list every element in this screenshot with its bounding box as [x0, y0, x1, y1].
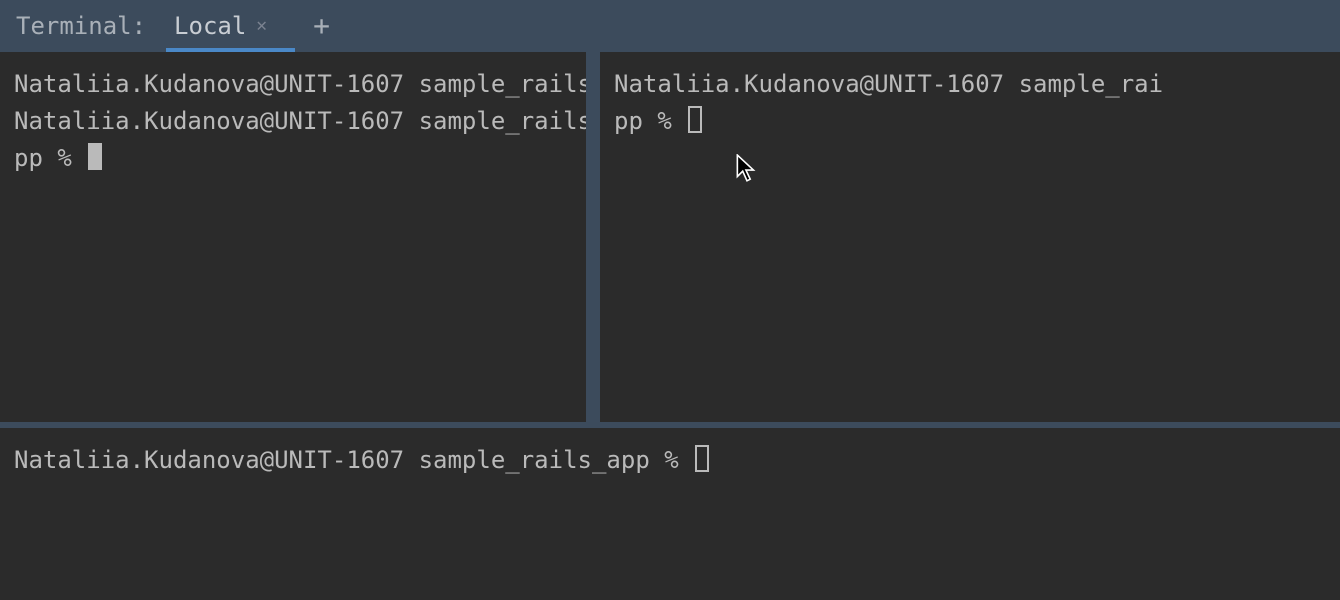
terminal-pane-top-right[interactable]: Nataliia.Kudanova@UNIT-1607 sample_rai p…: [600, 52, 1340, 422]
terminal-pane-top-left[interactable]: Nataliia.Kudanova@UNIT-1607 sample_rails…: [0, 52, 600, 422]
terminal-line: Nataliia.Kudanova@UNIT-1607 sample_rails…: [14, 103, 574, 140]
terminal-line: Nataliia.Kudanova@UNIT-1607 sample_rai: [614, 66, 1328, 103]
mouse-cursor-icon: [736, 154, 758, 184]
tab-label: Local: [174, 12, 246, 40]
terminal-pane-bottom[interactable]: Nataliia.Kudanova@UNIT-1607 sample_rails…: [0, 422, 1340, 600]
terminal-cursor: [695, 445, 709, 472]
close-icon[interactable]: ✕: [256, 17, 267, 35]
tab-local[interactable]: Local ✕: [170, 0, 271, 52]
terminal-line: pp %: [614, 103, 1328, 140]
terminal-line: Nataliia.Kudanova@UNIT-1607 sample_rails…: [14, 66, 574, 103]
terminal-cursor: [688, 106, 702, 133]
terminal-title: Terminal:: [16, 12, 146, 40]
terminal-cursor: [88, 143, 102, 170]
terminal-panes: Nataliia.Kudanova@UNIT-1607 sample_rails…: [0, 52, 1340, 600]
terminal-line: Nataliia.Kudanova@UNIT-1607 sample_rails…: [14, 442, 1328, 479]
add-tab-button[interactable]: +: [313, 12, 330, 40]
terminal-header: Terminal: Local ✕ +: [0, 0, 1340, 52]
terminal-line: pp %: [14, 140, 574, 177]
top-split-row: Nataliia.Kudanova@UNIT-1607 sample_rails…: [0, 52, 1340, 422]
